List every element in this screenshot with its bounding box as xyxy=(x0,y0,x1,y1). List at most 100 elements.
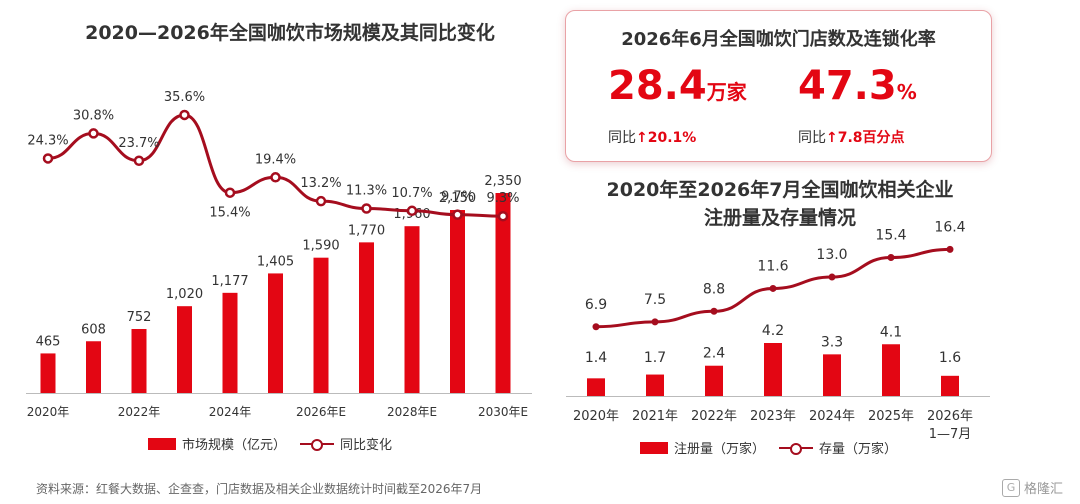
yoy-growth-point xyxy=(270,172,281,183)
stock-label: 15.4 xyxy=(875,227,906,243)
market-size-bar xyxy=(222,292,238,393)
market-size-bar xyxy=(450,210,465,393)
stock-label: 16.4 xyxy=(934,219,965,235)
left-x-tick-label: 2020年 xyxy=(27,405,70,419)
chain-rate-unit: % xyxy=(896,80,917,104)
yoy-growth-point xyxy=(361,203,372,214)
right-x-tick-label: 2020年 xyxy=(573,409,619,424)
kpi-card-title: 2026年6月全国咖饮门店数及连锁化率 xyxy=(621,29,936,50)
registration-label: 4.1 xyxy=(880,324,902,340)
right-x-tick-label: 2022年 xyxy=(691,409,737,424)
right-x-tick-label: 2026年 xyxy=(927,409,973,424)
registration-label: 3.3 xyxy=(821,334,843,350)
yoy-growth-label: 10.7% xyxy=(391,186,432,201)
stock-label: 6.9 xyxy=(585,297,607,313)
right-x-tick-label: 2024年 xyxy=(809,409,855,424)
registration-label: 4.2 xyxy=(762,323,784,339)
market-size-bar xyxy=(40,353,56,393)
yoy-value: 20.1% xyxy=(647,130,697,146)
registration-bar xyxy=(823,354,841,396)
up-arrow-icon: ↑ xyxy=(636,130,648,146)
right-title-line1: 2020年至2026年7月全国咖饮相关企业 xyxy=(606,179,954,201)
stock-point xyxy=(946,245,954,253)
yoy-growth-label: 9.7% xyxy=(441,190,474,205)
market-size-label: 1,405 xyxy=(257,254,294,269)
market-size-bar xyxy=(359,242,374,393)
registration-label: 1.6 xyxy=(939,350,961,366)
market-size-bar xyxy=(495,193,511,393)
yoy-growth-point xyxy=(88,128,99,139)
stock-point xyxy=(887,253,895,261)
market-size-bar xyxy=(313,257,329,393)
right-x-tick-label: 2025年 xyxy=(868,409,914,424)
yoy-growth-point xyxy=(497,210,509,222)
legend-line-swatch xyxy=(779,442,814,455)
market-size-label: 465 xyxy=(36,334,61,349)
stock-label: 13.0 xyxy=(816,247,847,263)
yoy-growth-point xyxy=(315,195,327,207)
legend-bar-swatch xyxy=(148,437,176,450)
stock-label: 11.6 xyxy=(757,258,788,274)
market-size-label: 752 xyxy=(127,310,152,325)
stock-point xyxy=(710,307,718,315)
right-chart-title: 2020年至2026年7月全国咖饮相关企业 注册量及存量情况 xyxy=(570,176,990,232)
registration-bar xyxy=(587,378,605,396)
legend-line-label: 同比变化 xyxy=(340,438,393,453)
registration-bar xyxy=(941,375,959,396)
registration-label: 1.4 xyxy=(585,350,607,366)
chain-rate-kpi: 47.3% xyxy=(798,63,917,109)
registration-label: 1.7 xyxy=(644,350,666,366)
registration-bar xyxy=(764,343,782,396)
market-size-label: 1,590 xyxy=(302,239,339,254)
left-x-tick-label: 2026年E xyxy=(296,405,346,419)
legend-bar-swatch xyxy=(640,441,668,454)
watermark-logo-icon: G xyxy=(1002,478,1020,497)
left-x-tick-label: 2022年 xyxy=(118,405,161,419)
store-count-yoy: 同比↑20.1% xyxy=(608,127,696,147)
yoy-growth-label: 11.3% xyxy=(346,183,387,198)
market-size-bar xyxy=(86,341,101,393)
yoy-growth-label: 24.3% xyxy=(27,133,68,148)
right-x-tick-label: 2021年 xyxy=(632,409,678,424)
registration-label: 2.4 xyxy=(703,346,725,362)
yoy-growth-label: 15.4% xyxy=(209,206,250,221)
yoy-label: 同比 xyxy=(798,130,826,146)
registration-bar xyxy=(705,365,723,396)
stock-point xyxy=(769,284,777,292)
yoy-growth-line xyxy=(47,113,504,218)
watermark: G 格隆汇 xyxy=(1002,478,1063,497)
right-x-tick-label: 2023年 xyxy=(750,409,796,424)
yoy-value: 7.8百分点 xyxy=(837,130,905,146)
yoy-growth-point xyxy=(452,209,463,220)
yoy-growth-label: 9.3% xyxy=(486,191,519,206)
market-size-bar xyxy=(177,306,192,393)
yoy-growth-label: 30.8% xyxy=(73,108,114,123)
yoy-growth-label: 35.6% xyxy=(164,90,205,105)
market-size-label: 1,020 xyxy=(166,287,203,302)
market-size-label: 2,350 xyxy=(484,174,521,189)
left-x-tick-label: 2024年 xyxy=(209,405,252,419)
right-title-line2: 注册量及存量情况 xyxy=(703,207,856,229)
store-kpi-card: 2026年6月全国咖饮门店数及连锁化率 28.4万家 同比↑20.1% 47.3… xyxy=(565,10,992,162)
market-size-label: 2,150 xyxy=(439,191,476,206)
registration-bar xyxy=(646,374,664,396)
legend-line-swatch xyxy=(300,438,335,451)
right-legend: 注册量（万家） 存量（万家） xyxy=(640,438,897,457)
legend-line-label: 存量（万家） xyxy=(819,442,898,457)
stock-label: 8.8 xyxy=(703,281,725,297)
legend-bar-label: 市场规模（亿元） xyxy=(182,438,287,453)
yoy-growth-point xyxy=(179,109,190,121)
market-size-label: 608 xyxy=(81,322,106,337)
chain-rate-value: 47.3 xyxy=(798,63,897,109)
yoy-growth-point xyxy=(406,205,418,217)
market-size-label: 1,177 xyxy=(211,274,248,289)
left-chart-title: 2020—2026年全国咖饮市场规模及其同比变化 xyxy=(85,22,495,44)
source-note: 资料来源：红餐大数据、企查查，门店数据及相关企业数据统计时间截至2026年7月 xyxy=(36,482,483,496)
registration-bar xyxy=(882,344,900,396)
market-size-label: 1,770 xyxy=(348,223,385,238)
stock-point xyxy=(592,323,600,331)
chain-rate-yoy: 同比↑7.8百分点 xyxy=(798,127,905,147)
yoy-growth-point xyxy=(133,155,145,167)
yoy-label: 同比 xyxy=(608,130,636,146)
